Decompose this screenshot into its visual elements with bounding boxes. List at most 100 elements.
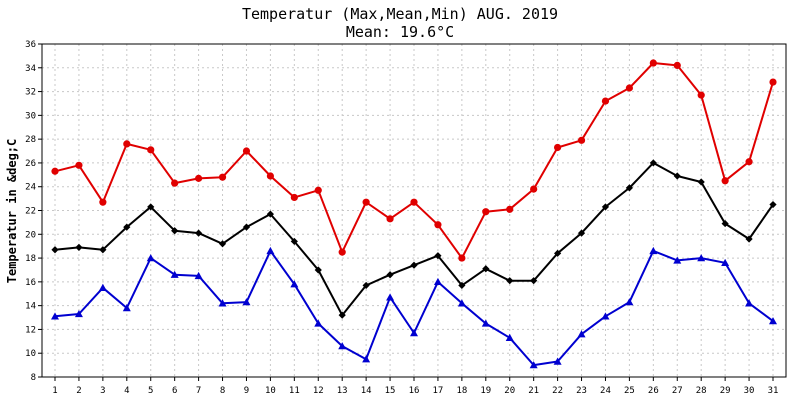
min-point: [769, 317, 777, 325]
mean-point: [410, 261, 418, 269]
x-tick-label: 30: [744, 386, 755, 396]
x-tick-label: 13: [337, 386, 348, 396]
min-point: [697, 254, 706, 262]
x-tick-label: 25: [624, 386, 635, 396]
y-tick-label: 34: [25, 64, 36, 74]
mean-point: [745, 235, 753, 243]
min-point: [577, 330, 586, 338]
x-tick-label: 26: [648, 386, 659, 396]
mean-point: [362, 281, 370, 290]
min-point: [362, 355, 371, 363]
mean-point: [242, 223, 251, 231]
max-point: [458, 254, 466, 262]
x-tick-label: 22: [552, 386, 563, 396]
mean-point: [195, 229, 203, 237]
y-tick-label: 18: [25, 254, 36, 264]
max-point: [75, 161, 83, 169]
min-point: [242, 298, 251, 306]
y-tick-label: 14: [25, 302, 36, 312]
max-point: [314, 186, 322, 194]
x-tick-label: 14: [361, 386, 372, 396]
x-tick-label: 27: [672, 386, 683, 396]
min-point: [266, 246, 275, 255]
min-point: [218, 299, 227, 307]
x-tick-label: 21: [528, 386, 539, 396]
mean-point: [697, 178, 705, 186]
y-tick-label: 26: [25, 159, 36, 169]
series-max: [51, 59, 777, 262]
mean-point: [554, 249, 562, 257]
min-point: [529, 361, 538, 369]
x-tick-label: 24: [600, 386, 611, 396]
max-point: [123, 140, 131, 148]
mean-point: [577, 229, 586, 237]
x-tick-label: 3: [100, 386, 105, 396]
max-point: [386, 215, 394, 223]
min-point: [338, 342, 347, 350]
y-tick-label: 28: [25, 135, 36, 145]
x-tick-label: 28: [696, 386, 707, 396]
plot-axes: [38, 43, 787, 381]
plot-frame: [41, 43, 787, 378]
chart-title: Temperatur (Max,Mean,Min) AUG. 2019: [242, 5, 558, 23]
max-point: [601, 97, 610, 105]
min-point: [290, 280, 299, 288]
min-point: [170, 270, 179, 278]
series-min: [51, 246, 777, 369]
mean-point: [171, 227, 179, 235]
mean-point: [673, 172, 681, 180]
x-tick-label: 15: [385, 386, 396, 396]
x-tick-label: 8: [220, 386, 225, 396]
min-point: [457, 299, 466, 307]
x-tick-label: 6: [172, 386, 177, 396]
min-point: [505, 333, 514, 341]
series-lines: [51, 59, 777, 369]
max-point: [410, 198, 418, 206]
max-point: [673, 61, 681, 70]
x-tick-label: 20: [504, 386, 515, 396]
min-point: [51, 312, 59, 320]
x-tick-label: 7: [196, 386, 201, 396]
min-point: [98, 283, 107, 292]
max-point: [769, 78, 777, 86]
chart-subtitle: Mean: 19.6°C: [346, 23, 454, 41]
min-point: [673, 256, 682, 264]
mean-point: [75, 243, 83, 251]
mean-point: [530, 277, 538, 285]
x-tick-label: 29: [720, 386, 731, 396]
min-point: [386, 293, 395, 301]
y-tick-label: 30: [25, 111, 36, 121]
min-point: [481, 319, 490, 327]
mean-point: [314, 266, 322, 274]
mean-point: [290, 237, 298, 246]
mean-point: [218, 240, 227, 248]
max-point: [434, 221, 442, 229]
mean-point: [147, 203, 155, 211]
max-point: [147, 146, 155, 154]
y-tick-label: 12: [25, 325, 36, 335]
max-point: [51, 167, 59, 175]
min-point: [745, 299, 754, 307]
mean-point: [506, 277, 514, 285]
x-tick-label: 16: [409, 386, 420, 396]
mean-point: [386, 271, 394, 279]
mean-point: [123, 223, 131, 231]
max-point: [218, 173, 227, 181]
mean-point: [769, 200, 777, 209]
min-point: [721, 258, 730, 267]
min-point: [649, 246, 658, 255]
max-point: [482, 208, 490, 216]
x-tick-label: 12: [313, 386, 324, 396]
y-tick-label: 36: [25, 40, 36, 50]
max-point: [506, 205, 514, 213]
max-point: [554, 143, 562, 152]
y-axis-label: Temperatur in &deg;C: [5, 139, 19, 284]
y-tick-label: 22: [25, 207, 36, 217]
x-tick-label: 18: [456, 386, 467, 396]
x-tick-label: 23: [576, 386, 587, 396]
x-tick-label: 2: [76, 386, 81, 396]
max-point: [242, 147, 251, 155]
min-point: [553, 357, 562, 365]
y-tick-label: 20: [25, 230, 36, 240]
